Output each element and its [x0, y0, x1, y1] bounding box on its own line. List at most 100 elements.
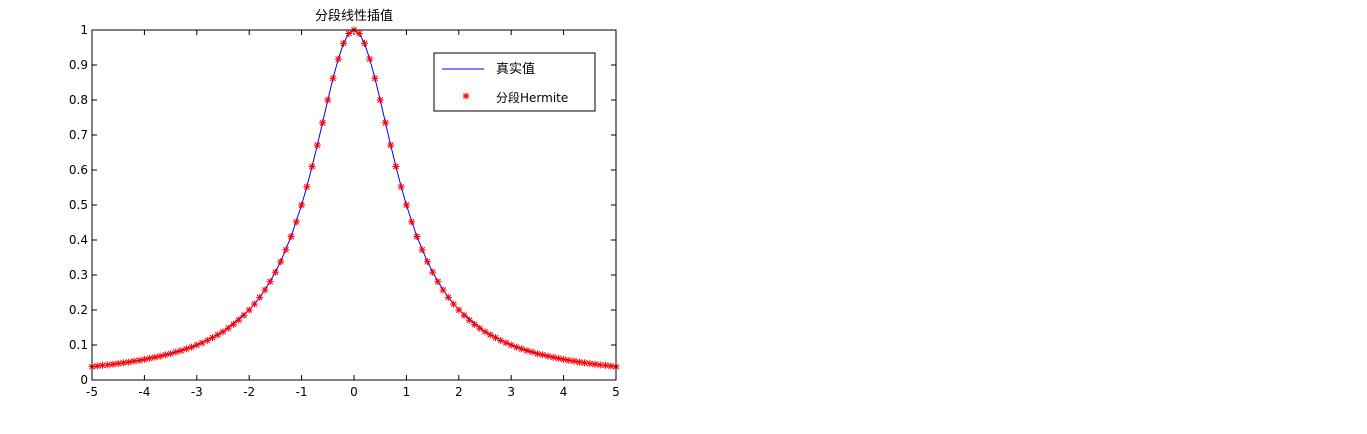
data-point-hermite — [209, 334, 217, 342]
data-point-hermite — [376, 96, 384, 104]
data-point-hermite — [161, 351, 169, 359]
data-point-hermite — [360, 39, 368, 47]
data-point-hermite — [455, 306, 463, 314]
data-point-hermite — [429, 268, 437, 276]
data-point-hermite — [512, 343, 520, 351]
data-point-hermite — [340, 39, 348, 47]
data-point-hermite — [397, 183, 405, 191]
data-point-hermite — [607, 362, 615, 370]
legend-marker-swatch — [462, 92, 470, 100]
data-point-hermite — [402, 201, 410, 209]
data-point-hermite — [381, 119, 389, 127]
y-tick-label: 0.9 — [69, 58, 88, 72]
y-axis: 0 0.1 0.2 0.3 0.4 0.5 0.6 0.7 0.8 0.9 1 — [69, 23, 616, 387]
data-point-hermite — [235, 316, 243, 324]
data-point-hermite — [98, 361, 106, 369]
data-point-hermite — [271, 268, 279, 276]
data-point-hermite — [602, 361, 610, 369]
data-point-hermite — [198, 339, 206, 347]
x-tick-label: 4 — [560, 385, 568, 399]
data-point-hermite — [596, 361, 604, 369]
data-point-hermite — [423, 258, 431, 266]
data-point-hermite — [313, 141, 321, 149]
legend-label-hermite: 分段Hermite — [496, 90, 568, 105]
data-point-hermite — [130, 357, 138, 365]
data-point-hermite — [554, 354, 562, 362]
legend-box — [433, 52, 596, 112]
data-point-hermite — [250, 300, 258, 308]
data-point-hermite — [172, 348, 180, 356]
data-point-hermite — [277, 258, 285, 266]
data-point-hermite — [507, 341, 515, 349]
data-point-hermite — [303, 183, 311, 191]
y-tick-label: 0.8 — [69, 93, 88, 107]
x-tick-label: -4 — [138, 385, 150, 399]
y-tick-label: 0.7 — [69, 128, 88, 142]
data-point-hermite — [533, 350, 541, 358]
y-tick-label: 0.4 — [69, 233, 88, 247]
data-point-hermite — [104, 361, 112, 369]
plot-frame — [91, 29, 617, 381]
data-point-hermite — [109, 360, 117, 368]
x-tick-label: 5 — [612, 385, 620, 399]
x-tick-label: -3 — [191, 385, 203, 399]
data-point-hermite — [560, 355, 568, 363]
data-point-hermite — [539, 351, 547, 359]
data-point-hermite — [156, 352, 164, 360]
data-point-hermite — [570, 357, 578, 365]
plot-series — [88, 26, 620, 371]
data-point-hermite — [460, 311, 468, 319]
data-point-hermite — [581, 359, 589, 367]
data-point-hermite — [565, 356, 573, 364]
data-point-hermite — [151, 353, 159, 361]
data-point-hermite — [408, 218, 416, 226]
y-tick-label: 0.1 — [69, 338, 88, 352]
x-tick-label: -5 — [86, 385, 98, 399]
data-point-hermite — [114, 360, 122, 368]
data-point-hermite — [575, 358, 583, 366]
data-point-hermite — [182, 345, 190, 353]
legend: 真实值 分段Hermite — [433, 52, 596, 112]
data-point-hermite — [319, 119, 327, 127]
data-point-hermite — [528, 348, 536, 356]
x-tick-label: -1 — [296, 385, 308, 399]
data-point-hermite — [413, 233, 421, 240]
data-point-hermite — [334, 55, 342, 63]
y-tick-label: 0.3 — [69, 268, 88, 282]
data-point-hermite — [214, 331, 222, 339]
chart-title: 分段线性插值 — [315, 8, 393, 24]
data-point-hermite — [497, 336, 505, 344]
data-point-hermite — [591, 360, 599, 368]
data-point-hermite — [586, 360, 594, 368]
data-point-hermite — [434, 278, 442, 286]
data-point-hermite — [167, 350, 175, 358]
legend-star-marker — [462, 92, 470, 100]
data-point-hermite — [261, 286, 269, 294]
data-point-hermite — [544, 352, 552, 360]
data-point-hermite — [387, 141, 395, 149]
y-tick-label: 0 — [80, 373, 88, 387]
x-tick-label: -2 — [243, 385, 255, 399]
data-point-hermite — [355, 30, 363, 37]
y-tick-label: 0.2 — [69, 303, 88, 317]
data-point-hermite — [135, 356, 143, 364]
data-point-hermite — [256, 293, 264, 301]
data-point-hermite — [125, 358, 133, 366]
data-point-hermite — [518, 345, 526, 353]
y-tick-label: 0.5 — [69, 198, 88, 212]
data-point-hermite — [219, 328, 227, 336]
data-point-hermite — [392, 163, 400, 170]
data-point-hermite — [266, 278, 274, 286]
data-point-hermite — [491, 334, 499, 342]
data-point-hermite — [287, 233, 295, 240]
data-point-hermite — [177, 347, 185, 355]
data-point-hermite — [366, 55, 374, 63]
y-tick-label: 1 — [80, 23, 88, 37]
data-point-hermite — [439, 286, 447, 294]
data-point-hermite — [140, 355, 148, 363]
data-point-hermite — [282, 246, 290, 254]
data-point-hermite — [229, 320, 237, 328]
x-tick-label: 3 — [507, 385, 515, 399]
data-point-hermite — [245, 306, 253, 314]
data-point-hermite — [240, 311, 248, 319]
